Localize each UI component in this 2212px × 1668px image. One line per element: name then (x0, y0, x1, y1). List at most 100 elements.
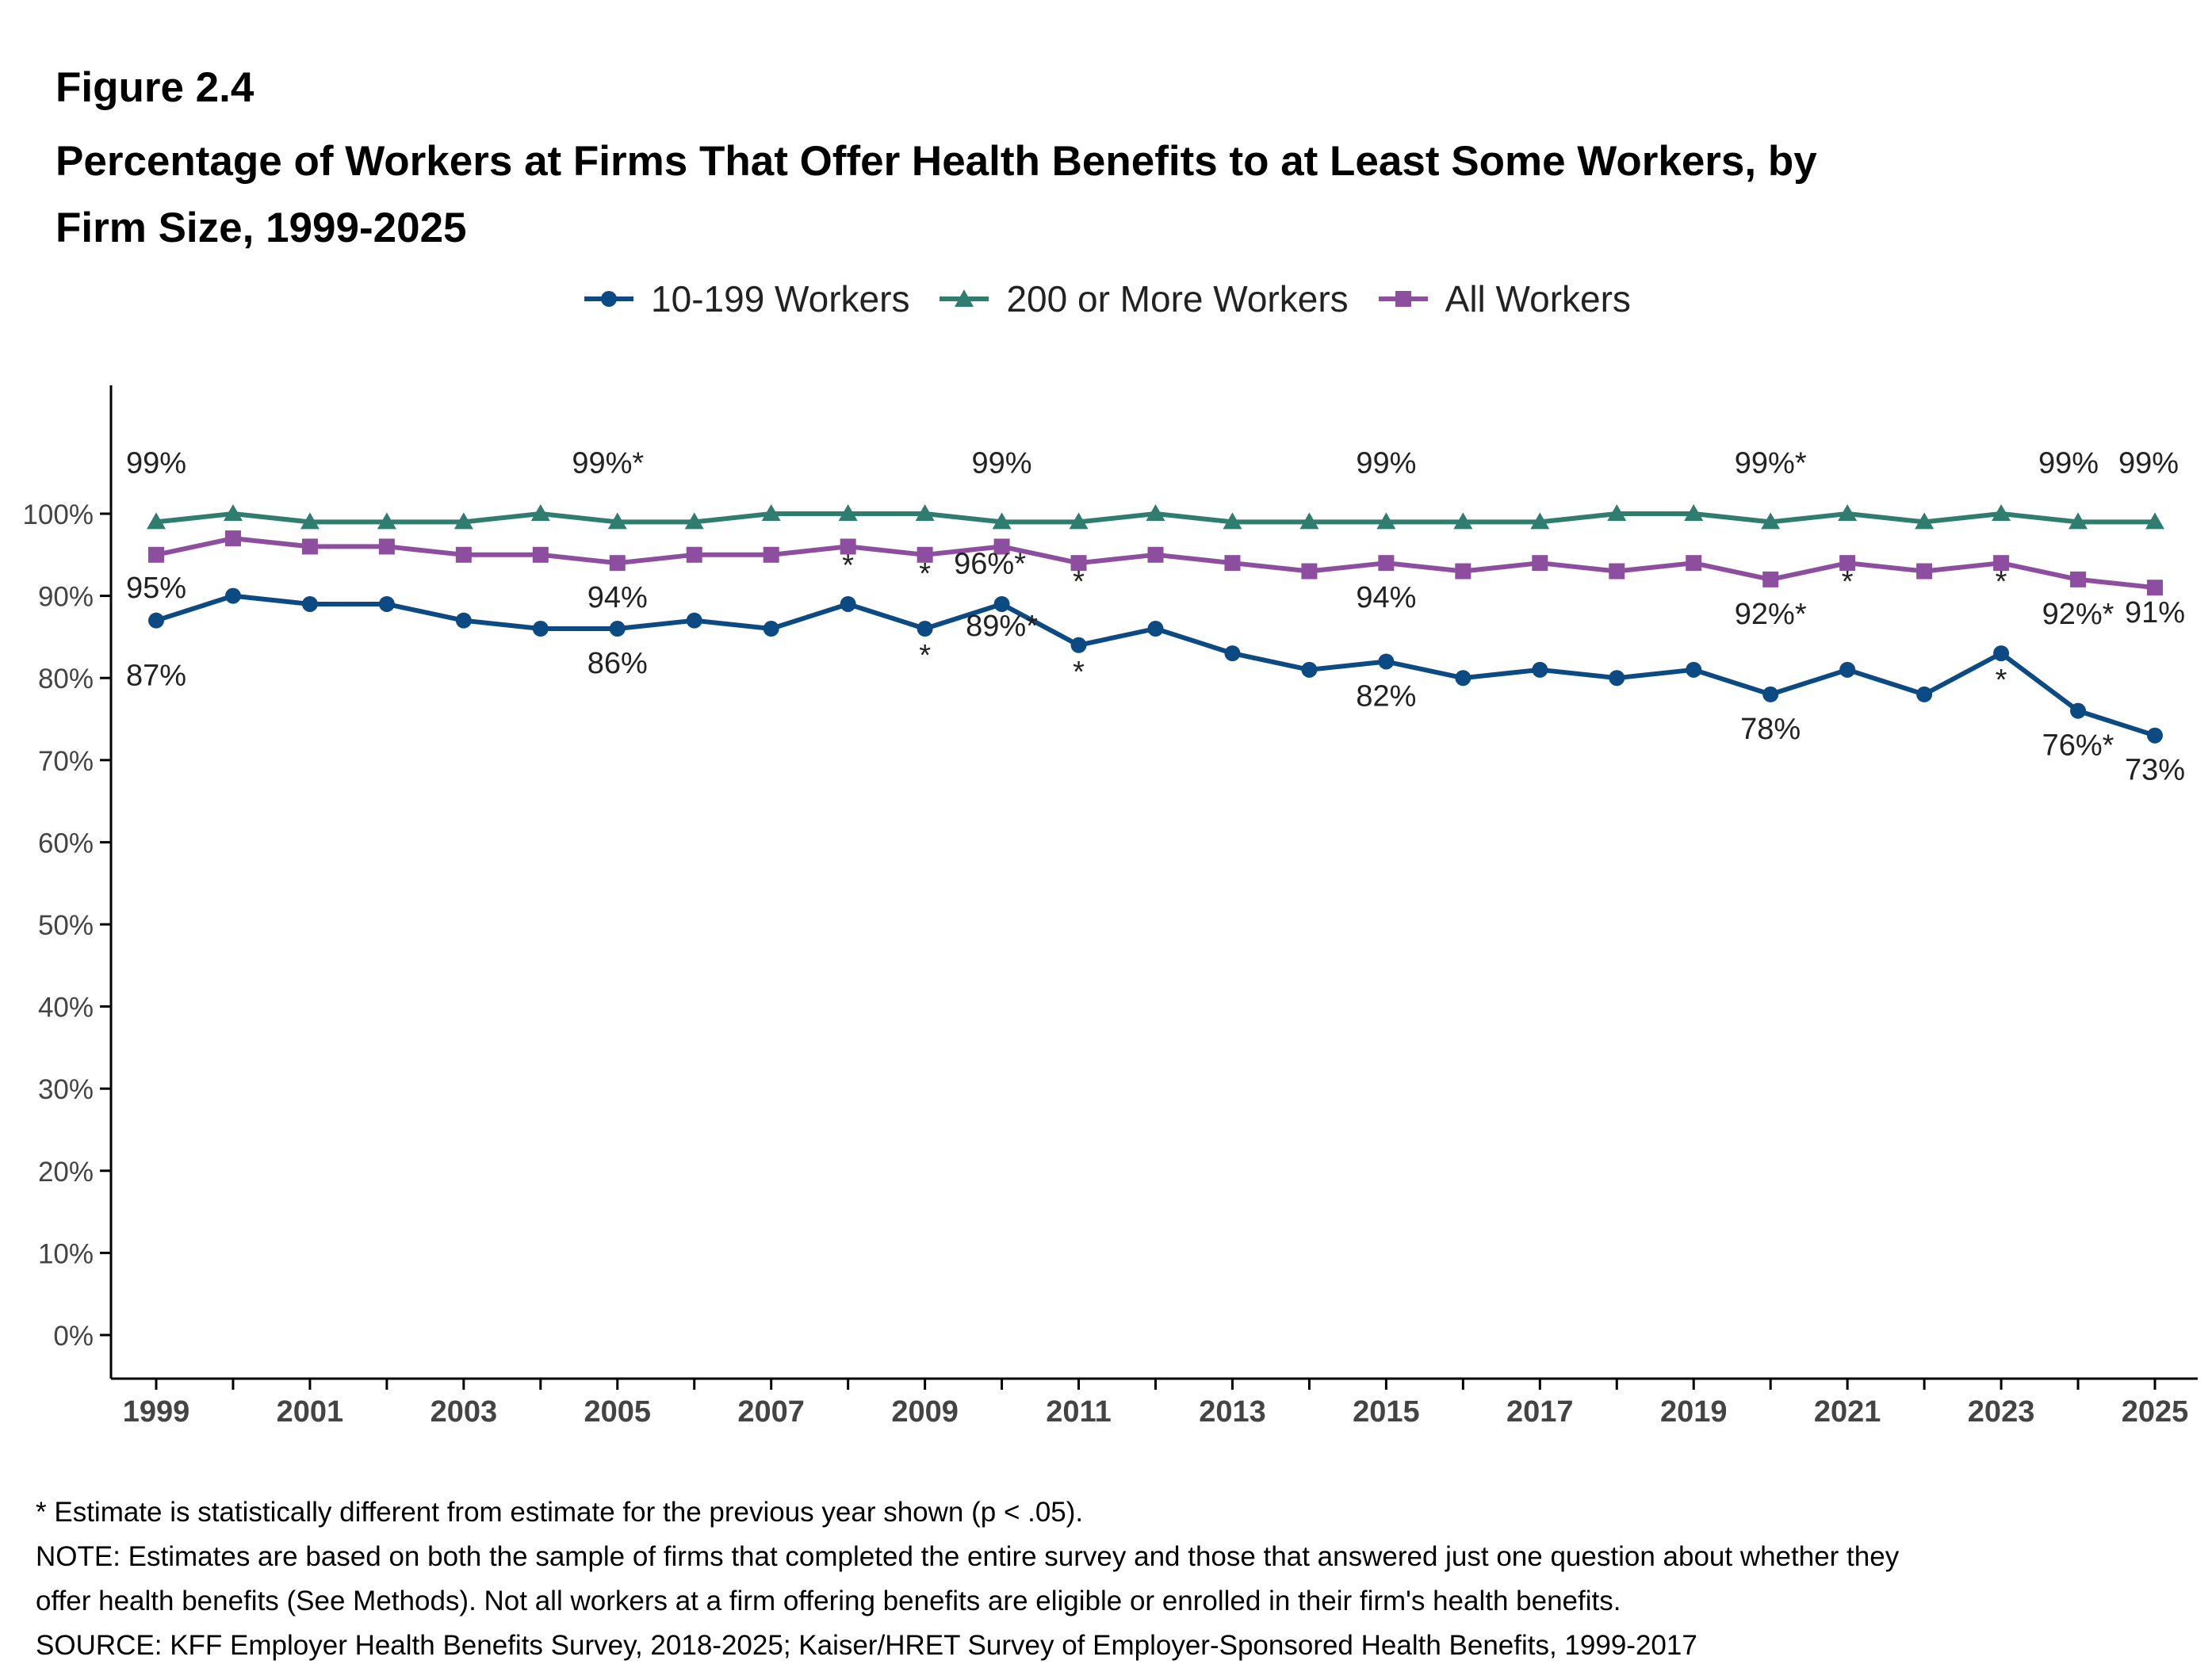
data-label-all: 94% (1356, 581, 1416, 614)
data-label-all: * (1073, 565, 1085, 599)
data-point-large (838, 504, 858, 521)
data-label-all: 92%* (2042, 598, 2114, 631)
legend-circle-marker-icon (584, 291, 634, 307)
data-label-all: * (1996, 565, 2007, 599)
data-point-all (763, 546, 779, 563)
data-label-small: 73% (2125, 754, 2185, 787)
data-point-large (1607, 504, 1627, 521)
data-point-small (1147, 621, 1164, 637)
x-tick-label: 2013 (1199, 1395, 1266, 1429)
data-point-small (763, 621, 779, 637)
data-label-small: 89%* (966, 610, 1038, 643)
data-label-small: * (1996, 664, 2007, 697)
data-point-large (453, 512, 473, 530)
data-point-large (992, 512, 1012, 530)
data-point-small (1686, 661, 1702, 678)
data-point-small (686, 612, 702, 629)
data-point-large (1069, 512, 1089, 530)
data-label-all: 95% (126, 572, 186, 605)
note-line-2: offer health benefits (See Methods). Not… (36, 1586, 1621, 1616)
data-point-all (2070, 571, 2087, 587)
data-label-all: * (842, 549, 854, 582)
data-point-all (993, 538, 1010, 555)
x-tick-label: 2023 (1968, 1395, 2035, 1429)
y-tick-label: 100% (22, 499, 94, 530)
x-tick-label: 2025 (2122, 1395, 2189, 1429)
data-point-large (1223, 512, 1242, 530)
data-label-large: 99%* (1735, 446, 1807, 480)
legend-item-large-firms: 200 or More Workers (936, 277, 1349, 320)
data-point-small (609, 621, 626, 637)
legend-item-small-firms: 10-199 Workers (581, 277, 909, 320)
data-point-large (1915, 512, 1935, 530)
data-label-all: * (919, 557, 931, 591)
data-label-all: * (1842, 565, 1854, 599)
data-point-all (1686, 555, 1702, 572)
x-tick-label: 2011 (1046, 1395, 1111, 1429)
data-label-large: 99% (972, 446, 1032, 480)
x-tick-label: 2021 (1814, 1395, 1881, 1429)
y-tick-label: 10% (38, 1238, 94, 1269)
data-label-large: 99% (126, 446, 186, 480)
data-label-small: * (1073, 656, 1085, 689)
legend-item-all-workers: All Workers (1376, 277, 1631, 320)
legend-label-small-firms: 10-199 Workers (651, 278, 910, 319)
y-tick-label: 60% (38, 828, 94, 859)
legend-triangle-marker-icon (940, 289, 989, 307)
data-point-large (147, 512, 166, 530)
chart-title-line-1: Percentage of Workers at Firms That Offe… (55, 138, 1817, 185)
data-point-small (1993, 645, 2010, 662)
data-point-all (455, 546, 472, 563)
data-label-small: 76%* (2042, 729, 2114, 763)
data-label-large: 99%* (572, 446, 644, 480)
data-label-large: 99% (2118, 446, 2179, 480)
data-point-all (1378, 555, 1395, 572)
data-point-all (1839, 555, 1856, 572)
data-point-large (223, 504, 243, 521)
data-label-small: 82% (1356, 679, 1416, 713)
data-point-small (1762, 686, 1779, 702)
data-label-all: 92%* (1735, 598, 1807, 631)
chart-legend: 10-199 Workers 200 or More Workers All W… (0, 277, 2212, 320)
data-point-small (1455, 670, 1471, 687)
data-point-all (686, 546, 702, 563)
data-point-small (2070, 702, 2087, 719)
data-point-large (1530, 512, 1550, 530)
data-label-large: 99% (2038, 446, 2099, 480)
data-point-large (1761, 512, 1781, 530)
data-point-all (224, 530, 241, 547)
legend-label-all-workers: All Workers (1445, 278, 1631, 319)
data-point-small (1532, 661, 1548, 678)
y-tick-label: 90% (38, 582, 94, 613)
data-point-small (378, 595, 395, 612)
data-point-all (148, 546, 164, 563)
data-point-all (1070, 555, 1087, 572)
data-point-all (378, 538, 395, 555)
y-tick-label: 20% (38, 1157, 94, 1188)
data-label-small: * (919, 639, 931, 672)
data-point-small (993, 595, 1010, 612)
data-point-all (1993, 555, 2010, 572)
data-point-large (1838, 504, 1858, 521)
data-point-all (1224, 555, 1241, 572)
data-point-small (1378, 653, 1395, 670)
chart-title-line-2: Firm Size, 1999-2025 (55, 205, 467, 251)
asterisk-note: * Estimate is statistically different fr… (36, 1497, 1084, 1528)
data-point-large (607, 512, 627, 530)
data-point-small (455, 612, 472, 629)
data-point-large (2068, 512, 2088, 530)
legend-label-large-firms: 200 or More Workers (1006, 278, 1349, 319)
x-tick-label: 2009 (891, 1395, 959, 1429)
data-point-all (1147, 546, 1164, 563)
x-tick-label: 2003 (431, 1395, 498, 1429)
data-label-small: 86% (587, 647, 648, 680)
data-point-small (148, 612, 164, 629)
data-label-large: 99% (1356, 446, 1416, 480)
data-point-large (1299, 512, 1319, 530)
x-tick-label: 2015 (1353, 1395, 1420, 1429)
data-point-small (1301, 661, 1318, 678)
y-tick-label: 0% (53, 1321, 94, 1352)
data-point-large (1684, 504, 1704, 521)
y-tick-label: 40% (38, 993, 94, 1023)
data-point-all (609, 555, 626, 572)
